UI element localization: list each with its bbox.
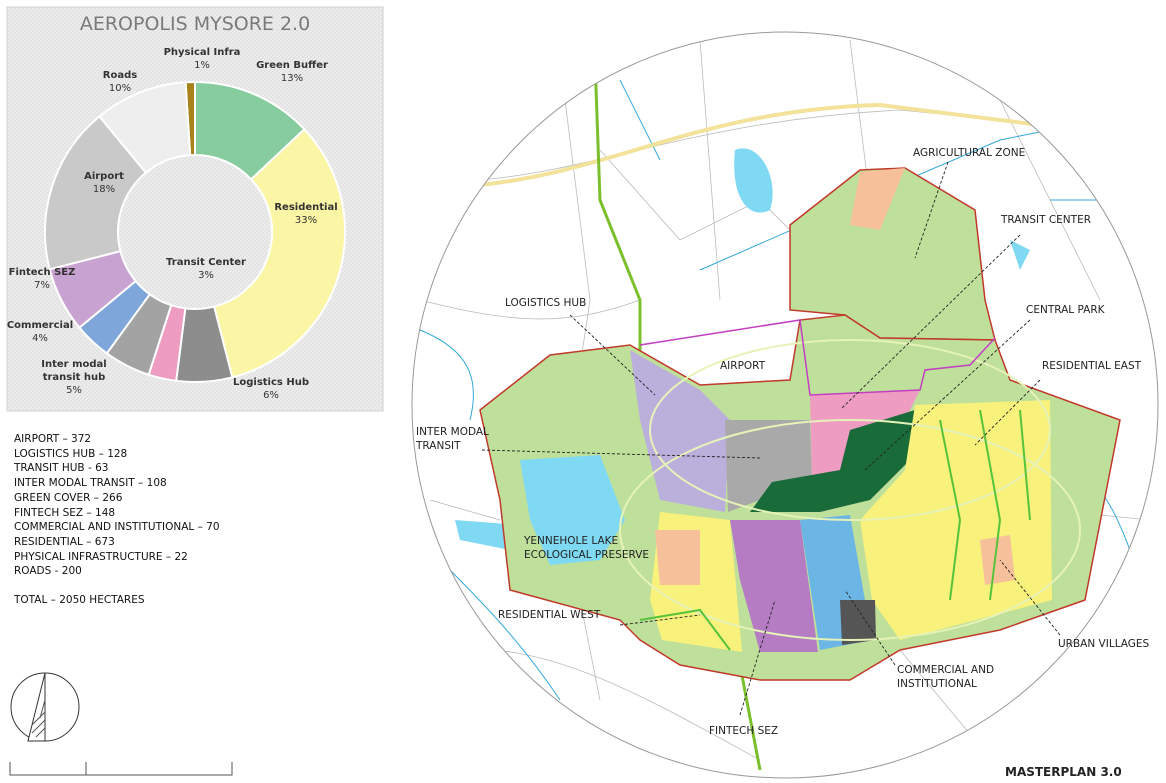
- value-label: 4%: [32, 333, 48, 344]
- slice-label: Airport 18%: [44, 170, 164, 196]
- category-label: Fintech SEZ: [8, 267, 76, 278]
- category-label: Physical Infra: [163, 47, 241, 58]
- map-label: TRANSIT CENTER: [1001, 214, 1091, 226]
- area-item: FINTECH SEZ – 148: [14, 506, 116, 519]
- category-label: Green Buffer: [256, 60, 328, 71]
- caption: MASTERPLAN 3.0: [1005, 765, 1122, 779]
- scale-bar: [9, 762, 233, 776]
- value-label: 13%: [280, 73, 304, 84]
- area-list: AIRPORT – 372 LOGISTICS HUB – 128 TRANSIT …: [14, 432, 220, 608]
- map: [412, 32, 1158, 778]
- map-label: URBAN VILLAGES: [1058, 638, 1150, 650]
- map-label: CENTRAL PARK: [1026, 304, 1105, 316]
- map-label: AGRICULTURAL ZONE: [913, 147, 1026, 159]
- area-item: ROADS - 200: [14, 565, 82, 578]
- value-label: 5%: [66, 385, 82, 396]
- map-label: RESIDENTIAL EAST: [1042, 360, 1142, 372]
- map-label: COMMERCIAL AND INSTITUTIONAL: [897, 664, 995, 690]
- map-label: RESIDENTIAL WEST: [498, 609, 601, 621]
- area-item: LOGISTICS HUB – 128: [14, 447, 128, 460]
- value-label: 1%: [194, 60, 210, 71]
- area-item: TRANSIT HUB - 63: [14, 462, 109, 475]
- map-label: LOGISTICS HUB: [505, 297, 587, 309]
- slice: [44, 115, 148, 271]
- area-total: TOTAL – 2050 HECTARES: [14, 594, 145, 607]
- slice-label: Inter modal transit hub 5%: [14, 358, 134, 397]
- slice-label: Roads 10%: [60, 69, 180, 95]
- slice-label: Logistics Hub 6%: [211, 376, 331, 402]
- donut: [44, 80, 346, 383]
- category-label: Residential: [274, 202, 338, 213]
- slice-label: Fintech SEZ 7%: [0, 266, 102, 292]
- area-item: PHYSICAL INFRASTRUCTURE – 22: [14, 550, 188, 563]
- slice-label: Transit Center 3%: [146, 256, 266, 282]
- chart-title: AEROPOLIS MYSORE 2.0: [80, 13, 310, 35]
- slice: [212, 127, 346, 379]
- slice-label: Residential 33%: [246, 201, 366, 227]
- value-label: 6%: [263, 390, 279, 401]
- category-label: Inter modal transit hub: [41, 359, 107, 383]
- map-label: FINTECH SEZ: [709, 725, 779, 737]
- category-label: Airport: [84, 171, 124, 182]
- north-arrow: [10, 672, 80, 742]
- map-label: AIRPORT: [720, 360, 766, 372]
- slice-label: Commercial 4%: [0, 319, 100, 345]
- area-item: INTER MODAL TRANSIT – 108: [14, 477, 167, 490]
- map-label: INTER MODAL TRANSIT: [416, 426, 489, 452]
- category-label: Logistics Hub: [233, 377, 309, 388]
- slice-label: Physical Infra 1%: [142, 46, 262, 72]
- value-label: 3%: [198, 270, 214, 281]
- value-label: 33%: [294, 215, 318, 226]
- slice-label: Green Buffer 13%: [232, 59, 352, 85]
- area-item: RESIDENTIAL – 673: [14, 535, 115, 548]
- map-label: YENNEHOLE LAKE ECOLOGICAL PRESERVE: [524, 535, 650, 561]
- value-label: 18%: [92, 184, 116, 195]
- slice: [97, 81, 192, 175]
- category-label: Roads: [102, 70, 138, 81]
- value-label: 7%: [34, 280, 50, 291]
- area-item: AIRPORT – 372: [14, 433, 92, 445]
- area-item: COMMERCIAL AND INSTITUTIONAL – 70: [14, 521, 220, 534]
- category-label: Transit Center: [166, 257, 246, 268]
- category-label: Commercial: [6, 320, 74, 331]
- area-item: GREEN COVER – 266: [14, 491, 123, 504]
- value-label: 10%: [108, 83, 132, 94]
- leader-lines: [481, 161, 1061, 716]
